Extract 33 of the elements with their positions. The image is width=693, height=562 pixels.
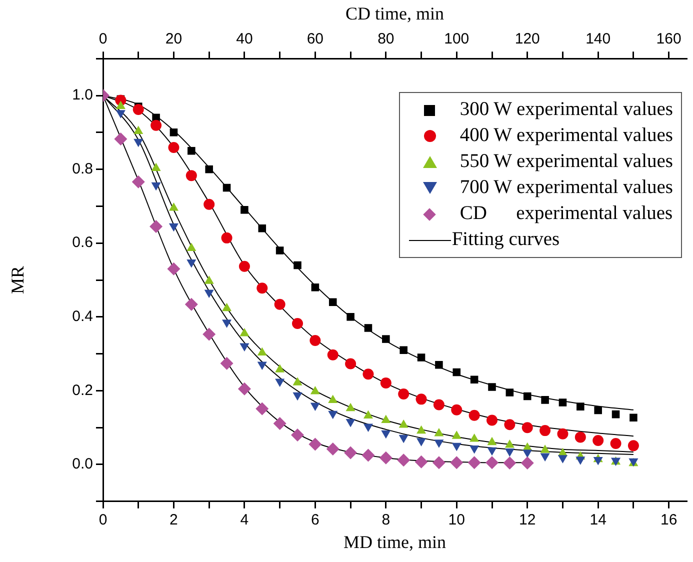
x2-tick-label: 160 — [656, 30, 682, 48]
x-tick-label: 4 — [240, 512, 249, 529]
x-tick-label: 12 — [519, 512, 536, 529]
x2-tick-label: 40 — [236, 30, 253, 48]
x-tick-label: 2 — [170, 512, 178, 529]
legend-label: CD experimental values — [460, 203, 673, 225]
x-tick-label: 0 — [98, 512, 108, 529]
legend-label: 700 W experimental values — [460, 177, 673, 199]
x2-tick-label: 20 — [165, 30, 182, 48]
y-axis-title: MR — [8, 266, 28, 294]
x2-axis-title: CD time, min — [346, 4, 444, 24]
x2-tick-label: 120 — [514, 30, 540, 48]
x-tick-label: 6 — [311, 512, 320, 529]
x-tick-label: 8 — [382, 512, 390, 529]
legend-label: 300 W experimental values — [460, 99, 673, 121]
y-tick-label: 1.0 — [72, 86, 93, 104]
x-axis-title: MD time, min — [344, 532, 446, 552]
legend-label: Fitting curves — [452, 229, 560, 251]
x2-tick-label: 60 — [306, 30, 324, 48]
y-tick-label: 0.4 — [72, 308, 93, 326]
x2-tick-label: 0 — [98, 30, 108, 48]
x2-tick-label: 100 — [444, 30, 470, 48]
legend-label: 550 W experimental values — [460, 151, 673, 173]
y-tick-label: 0.6 — [72, 234, 93, 252]
y-tick-label: 0.0 — [72, 456, 93, 473]
x2-tick-label: 80 — [378, 30, 394, 48]
y-tick-label: 0.2 — [72, 382, 93, 399]
x2-tick-label: 140 — [586, 30, 611, 48]
y-tick-label: 0.8 — [72, 160, 93, 178]
legend-label: 400 W experimental values — [460, 125, 673, 147]
x-tick-label: 14 — [590, 512, 606, 529]
x-tick-label: 16 — [660, 512, 678, 529]
x-tick-label: 10 — [448, 512, 465, 529]
